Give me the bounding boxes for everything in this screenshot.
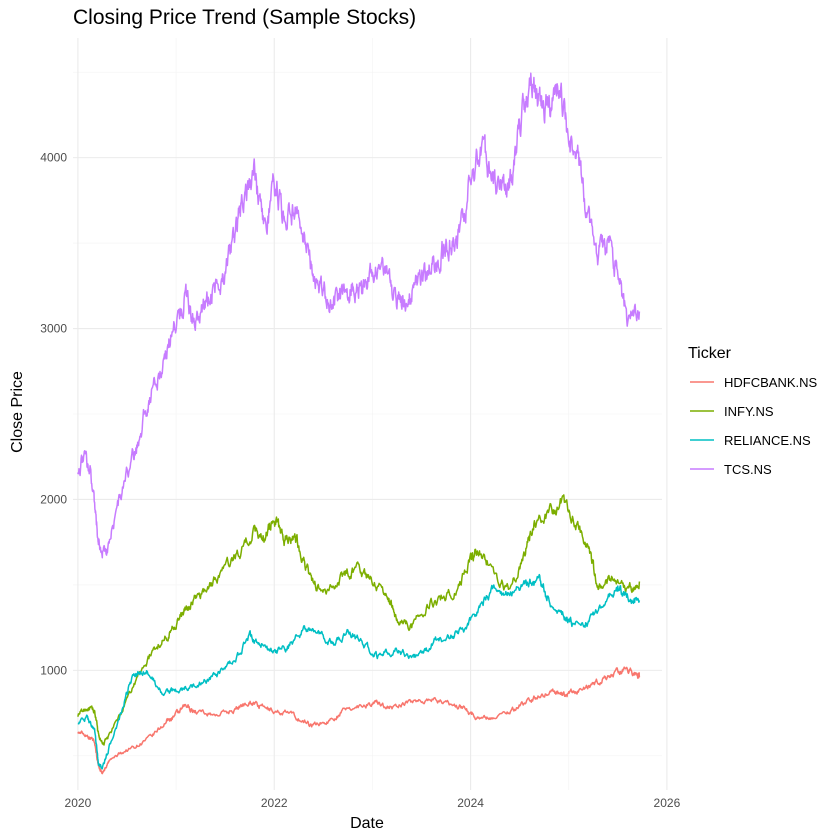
- y-axis-tick-labels: 1000 2000 3000 4000: [40, 151, 67, 678]
- legend-label: HDFCBANK.NS: [724, 375, 818, 390]
- series-line-infy-ns: [77, 494, 641, 746]
- x-tick-label: 2024: [457, 796, 484, 810]
- legend: Ticker HDFCBANK.NS INFY.NS RELIANCE.NS TCS.…: [688, 345, 818, 477]
- series-line-tcs-ns: [77, 72, 641, 559]
- series-lines: [77, 72, 641, 775]
- series-line-reliance-ns: [77, 573, 641, 770]
- legend-label: INFY.NS: [724, 404, 774, 419]
- y-tick-label: 1000: [40, 663, 67, 677]
- y-tick-label: 4000: [40, 151, 67, 165]
- x-tick-label: 2026: [654, 796, 681, 810]
- y-tick-label: 2000: [40, 492, 67, 506]
- x-axis-tick-labels: 2020 2022 2024 2026: [65, 796, 681, 810]
- legend-title: Ticker: [688, 345, 732, 362]
- legend-items: HDFCBANK.NS INFY.NS RELIANCE.NS TCS.NS: [690, 375, 818, 477]
- y-axis-title: Close Price: [9, 371, 26, 453]
- x-tick-label: 2020: [65, 796, 92, 810]
- chart-title: Closing Price Trend (Sample Stocks): [73, 6, 416, 29]
- y-tick-label: 3000: [40, 322, 67, 336]
- series-line-hdfcbank-ns: [77, 666, 641, 775]
- legend-label: RELIANCE.NS: [724, 433, 811, 448]
- minor-gridlines: [73, 38, 662, 790]
- x-axis-title: Date: [350, 815, 384, 832]
- legend-label: TCS.NS: [724, 462, 772, 477]
- x-tick-label: 2022: [261, 796, 288, 810]
